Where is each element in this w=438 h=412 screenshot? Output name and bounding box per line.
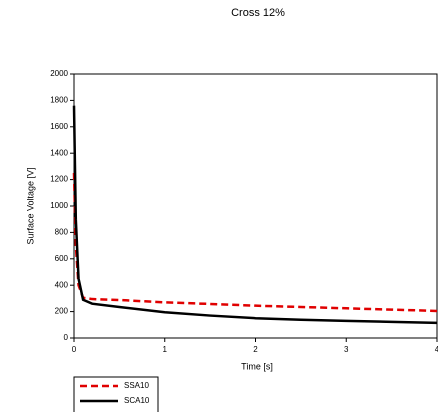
y-tick-label: 800 <box>55 228 69 237</box>
legend-label: SCA10 <box>124 396 150 405</box>
series-line <box>72 172 438 313</box>
y-tick-label: 0 <box>64 333 69 342</box>
x-tick-label: 0 <box>72 345 77 354</box>
y-tick-label: 1800 <box>50 96 68 105</box>
plot-frame <box>73 73 438 339</box>
y-tick-label: 400 <box>55 280 69 289</box>
y-tick-label: 2000 <box>50 69 68 78</box>
x-tick-label: 2 <box>253 345 258 354</box>
x-axis-title: Time [s] <box>241 361 273 371</box>
y-tick-label: 1600 <box>50 122 68 131</box>
x-tick-label: 4 <box>435 345 438 354</box>
y-tick-label: 1000 <box>50 201 68 210</box>
legend-box <box>73 376 159 412</box>
chart-title: Cross 12% <box>231 7 285 19</box>
y-tick-label: 1400 <box>50 148 68 157</box>
y-tick-label: 200 <box>55 307 69 316</box>
legend-label: SSA10 <box>124 381 149 390</box>
x-tick-label: 3 <box>344 345 349 354</box>
x-tick-label: 1 <box>163 345 168 354</box>
y-axis-title: Surface Voltage [V] <box>25 167 35 244</box>
y-tick-label: 600 <box>55 254 69 263</box>
series-line <box>72 105 438 325</box>
y-tick-label: 1200 <box>50 175 68 184</box>
